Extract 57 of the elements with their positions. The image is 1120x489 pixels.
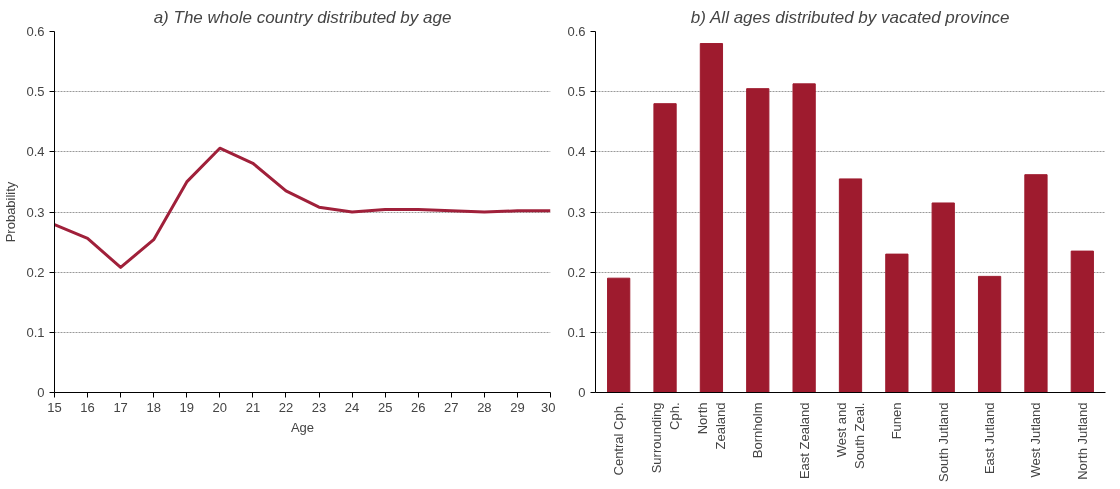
y-tick-label: 0.1 (567, 324, 586, 340)
y-tick-label: 0.2 (567, 264, 586, 280)
x-tick-label: 16 (80, 399, 95, 415)
bar (977, 275, 1002, 393)
x-tick-label: 28 (477, 399, 492, 415)
y-tick-label: 0.1 (26, 324, 45, 340)
x-tick-label: 27 (444, 399, 459, 415)
x-tick-label: 19 (179, 399, 195, 415)
x-tick-label: 17 (113, 399, 128, 415)
y-tick-label: 0.5 (26, 84, 45, 100)
x-tick-label: Surrounding Cph. (648, 402, 682, 474)
x-tick-label: West Jutland (1028, 402, 1044, 478)
bar (838, 178, 863, 393)
x-tick-label: East Zealand (796, 402, 812, 480)
x-tick-label: 24 (344, 399, 360, 415)
x-tick-label: 26 (411, 399, 426, 415)
bar (607, 277, 631, 393)
x-tick-label: East Jutland (982, 402, 998, 475)
y-tick-label: 0.3 (567, 204, 586, 220)
bar (1024, 174, 1048, 393)
x-tick-label: 21 (245, 399, 261, 415)
bar (885, 253, 909, 393)
x-tick-label: 25 (377, 399, 393, 415)
y-tick-label: 0.2 (26, 264, 45, 280)
x-tick-label: 20 (212, 399, 228, 415)
bar (746, 88, 770, 393)
x-tick-label: 29 (510, 399, 525, 415)
y-tick-label: 0 (578, 385, 586, 400)
y-tick-label: 0.5 (567, 84, 586, 100)
y-tick-label: 0.3 (26, 204, 45, 220)
bar (792, 83, 816, 393)
y-tick-label: 0.4 (567, 144, 586, 160)
chart-title: b) All ages distributed by vacated province (690, 7, 1010, 27)
x-tick-label: 15 (47, 399, 62, 415)
x-tick-label: North Zealand (694, 402, 728, 450)
x-tick-label: 18 (146, 399, 161, 415)
x-tick-label: South Jutland (935, 402, 951, 482)
y-tick-label: 0 (37, 385, 45, 400)
x-tick-label: 22 (278, 399, 294, 415)
bar (1070, 250, 1094, 393)
chart-title: a) The whole country distributed by age (153, 7, 452, 27)
x-tick-label: North Jutland (1074, 402, 1090, 480)
y-axis-title: Probability (3, 181, 19, 243)
bar (931, 202, 955, 393)
y-tick-label: 0.6 (26, 24, 45, 39)
bar (699, 43, 724, 393)
x-axis-title: Age (290, 419, 315, 435)
x-tick-label: Funen (889, 402, 905, 440)
y-tick-label: 0.4 (26, 144, 45, 160)
bar (653, 103, 677, 393)
x-tick-label: 23 (311, 399, 327, 415)
x-tick-label: 30 (541, 399, 556, 415)
x-tick-label: Central Cph. (611, 402, 627, 476)
x-tick-label: Bornholm (750, 402, 766, 459)
y-tick-label: 0.6 (567, 24, 586, 39)
line-series (54, 146, 551, 269)
x-tick-label: West and South Zeal. (834, 402, 867, 469)
